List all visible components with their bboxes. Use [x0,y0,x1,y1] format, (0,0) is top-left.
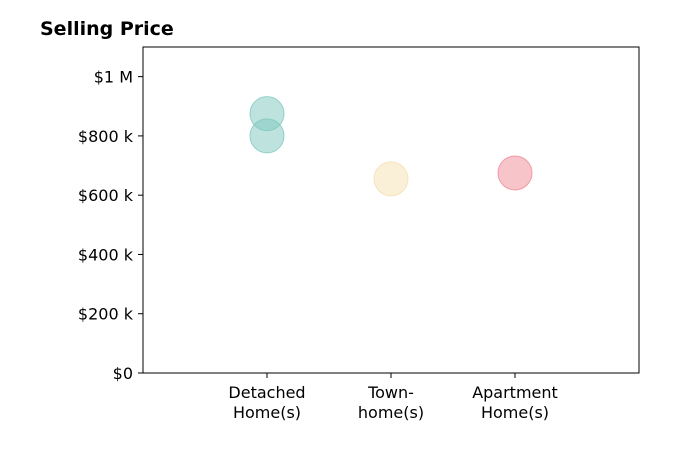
y-tick-label: $1 M [94,68,133,87]
x-tick-label-line: Home(s) [481,403,549,422]
x-tick-label-line: Detached [228,383,305,402]
data-points [249,96,533,197]
x-tick-label-line: Town- [367,383,414,402]
y-tick-label: $800 k [78,127,134,146]
x-tick-label-line: Apartment [472,383,558,402]
y-tick-label: $0 [113,364,133,383]
x-axis: Detached Home(s)Town-home(s)Apartment Home… [228,373,558,422]
x-tick-label-line: home(s) [358,403,424,422]
data-point [373,161,409,197]
data-point [249,118,285,154]
chart-title: Selling Price [40,18,174,40]
y-axis: $0 $200 k $400 k $600 k $800 k $1 M [78,68,143,383]
plot-area-frame [142,46,640,374]
y-tick-label: $200 k [78,305,134,324]
y-tick-label: $600 k [78,186,134,205]
y-tick-label: $400 k [78,245,134,264]
x-tick-label: Town-home(s) [358,383,424,422]
x-tick-label-line: Home(s) [233,403,301,422]
x-tick-label: Detached Home(s) [228,383,305,422]
data-point [497,155,533,191]
x-tick-label: Apartment Home(s) [472,383,558,422]
